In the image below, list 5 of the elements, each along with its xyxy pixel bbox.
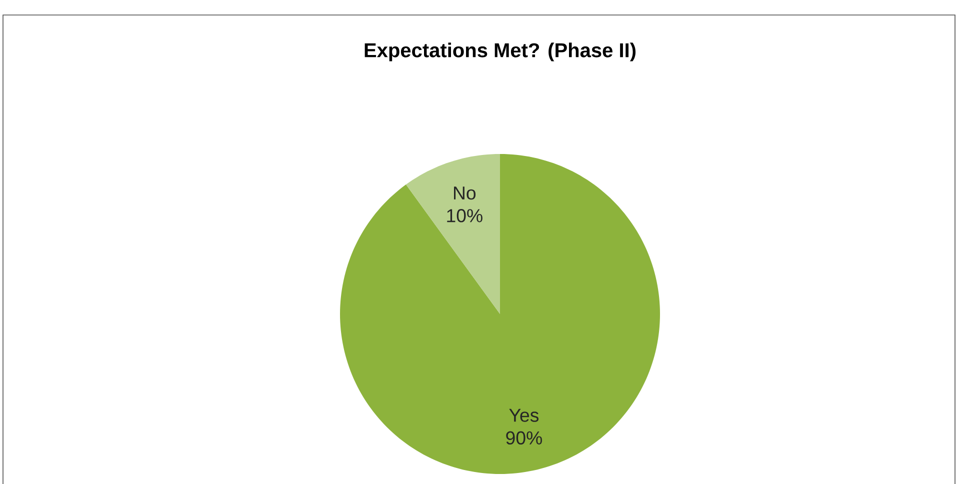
slice-label: Yes <box>509 408 539 422</box>
data-label: 10% <box>447 208 482 222</box>
data-label: 90% <box>506 431 542 444</box>
chart-title: Expectations Met? (Phase II) <box>364 42 636 62</box>
slice-label: No <box>454 186 476 200</box>
